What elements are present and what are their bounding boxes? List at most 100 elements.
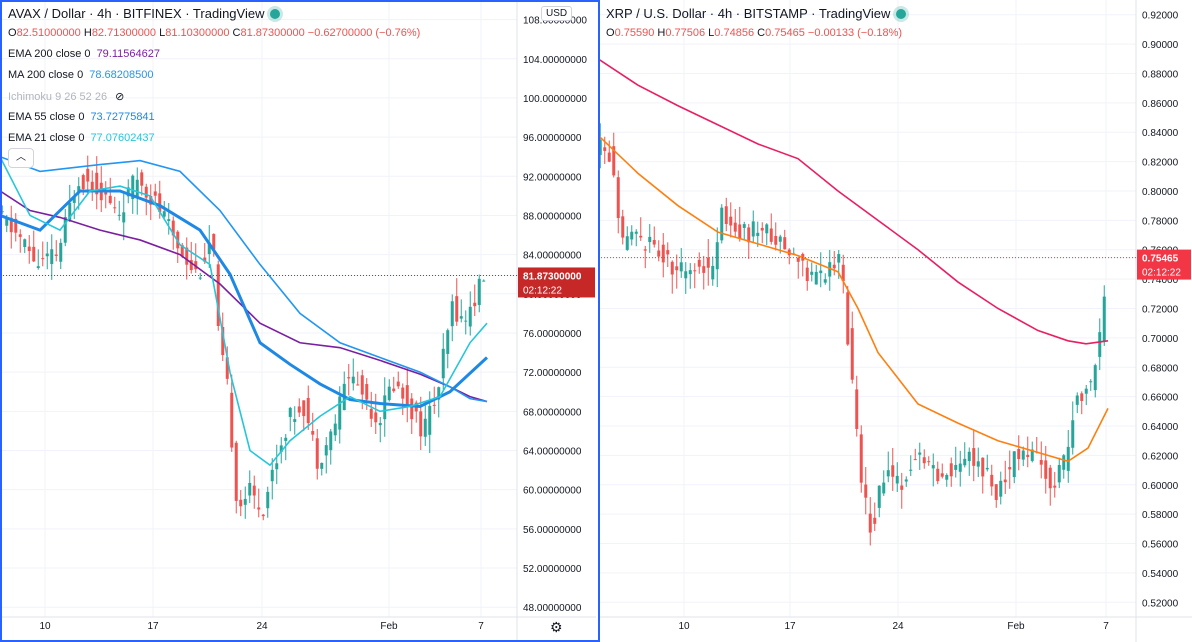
y-tick-label: 56.00000000	[523, 525, 582, 536]
candle-body	[126, 187, 130, 197]
candle-body	[23, 239, 27, 247]
candle-body	[401, 387, 405, 399]
indicator-ichimoku[interactable]: Ichimoku 9 26 52 26 ⊘	[8, 91, 125, 103]
candle-body	[477, 278, 481, 305]
candle-body	[441, 348, 445, 379]
candle-body	[643, 249, 647, 251]
candle-body	[981, 457, 985, 477]
candle-body	[729, 216, 733, 226]
candle-body	[954, 464, 958, 470]
candle-body	[239, 499, 243, 507]
candle-body	[630, 231, 634, 240]
candle-body	[131, 175, 135, 200]
candle-body	[963, 458, 967, 466]
candle-body	[360, 375, 364, 395]
xrp-chart-svg[interactable]: 0.52000 0.54000 0.56000 0.58000 0.60000 0.620…	[598, 0, 1192, 642]
y-tick-label: 0.56000	[1142, 540, 1179, 551]
xrp-chart-pane[interactable]: 0.52000 0.54000 0.56000 0.58000 0.60000 0.620…	[598, 0, 1192, 642]
candle-body	[706, 257, 710, 268]
candle-body	[293, 419, 297, 422]
candle-body	[1044, 460, 1048, 479]
candle-body	[270, 469, 274, 482]
indicator-ema21[interactable]: EMA 21 close 0 77.07602437	[8, 132, 155, 144]
collapse-legend-chevron-up-icon[interactable]: ︿	[8, 148, 34, 168]
currency-button[interactable]: USD	[541, 6, 573, 21]
candle-body	[868, 513, 872, 533]
candle-body	[909, 469, 913, 471]
candle-body	[891, 465, 895, 477]
candle-body	[697, 259, 701, 267]
candle-body	[661, 244, 665, 263]
candle-body	[171, 220, 175, 236]
candle-body	[936, 468, 940, 482]
candle-body	[405, 385, 409, 407]
candle-body	[1066, 446, 1070, 471]
y-tick-label: 88.00000000	[523, 211, 582, 222]
avax-chart-svg[interactable]: 48.00000000 52.00000000 56.00000000 60.0000…	[0, 0, 598, 642]
candle-body	[149, 195, 153, 205]
candle-body	[684, 271, 688, 279]
y-tick-label: 0.60000	[1142, 481, 1179, 492]
candle-body	[1098, 332, 1102, 357]
x-tick-label: 24	[256, 621, 268, 632]
candle-body	[347, 377, 351, 379]
xrp-ohlc-legend: O0.75590 H0.77506 L0.74856 C0.75465 −0.0…	[606, 27, 903, 39]
series-line	[0, 155, 488, 403]
candle-body	[675, 266, 679, 271]
candle-body	[0, 211, 4, 213]
candle-body	[320, 462, 324, 469]
hidden-eye-icon[interactable]: ⊘	[115, 91, 125, 103]
candle-body	[311, 431, 315, 435]
candle-body	[607, 152, 611, 162]
candle-body	[140, 172, 144, 186]
candle-body	[423, 418, 427, 437]
candle-body	[1093, 365, 1097, 391]
candle-body	[306, 397, 310, 424]
candle-body	[482, 280, 486, 282]
candle-body	[967, 451, 971, 462]
gear-icon[interactable]: ⚙	[550, 619, 563, 635]
candle-body	[819, 270, 823, 274]
candle-body	[1048, 467, 1052, 489]
y-tick-label: 0.90000	[1142, 40, 1179, 51]
avax-chart-pane[interactable]: 48.00000000 52.00000000 56.00000000 60.0000…	[0, 0, 600, 642]
indicator-ema200[interactable]: EMA 200 close 0 79.11564627	[8, 48, 160, 60]
y-tick-label: 0.66000	[1142, 393, 1179, 404]
candle-body	[832, 264, 836, 269]
candle-body	[985, 467, 989, 470]
candle-body	[774, 236, 778, 245]
candle-body	[54, 254, 58, 256]
candle-body	[446, 330, 450, 354]
candle-body	[45, 253, 49, 257]
candle-body	[275, 463, 279, 470]
candle-body	[769, 228, 773, 242]
candle-body	[387, 386, 391, 401]
candle-body	[284, 437, 288, 441]
candle-body	[621, 216, 625, 238]
indicator-ema55[interactable]: EMA 55 close 0 73.72775841	[8, 111, 155, 123]
candle-body	[922, 457, 926, 464]
candle-body	[324, 445, 328, 456]
candle-body	[1080, 393, 1084, 401]
series-line	[0, 189, 489, 408]
candle-body	[1071, 420, 1075, 448]
candle-body	[1102, 296, 1106, 342]
candle-body	[666, 250, 670, 255]
y-tick-label: 0.68000	[1142, 363, 1179, 374]
candle-body	[117, 214, 121, 216]
candle-body	[212, 233, 216, 250]
candle-body	[1075, 395, 1079, 405]
y-tick-label: 0.72000	[1142, 305, 1179, 316]
y-tick-label: 0.82000	[1142, 158, 1179, 169]
candle-body	[652, 239, 656, 245]
countdown-label: 02:12:22	[523, 285, 562, 296]
candle-body	[473, 302, 477, 307]
candle-body	[864, 484, 868, 498]
avax-chart-title: AVAX / Dollar · 4h · BITFINEX · TradingV…	[8, 6, 281, 21]
indicator-ma200[interactable]: MA 200 close 0 78.68208500	[8, 69, 154, 81]
candle-body	[14, 218, 18, 233]
y-tick-label: 0.92000	[1142, 11, 1179, 22]
y-tick-label: 0.54000	[1142, 569, 1179, 580]
candle-body	[765, 224, 769, 234]
candle-body	[1030, 449, 1034, 461]
